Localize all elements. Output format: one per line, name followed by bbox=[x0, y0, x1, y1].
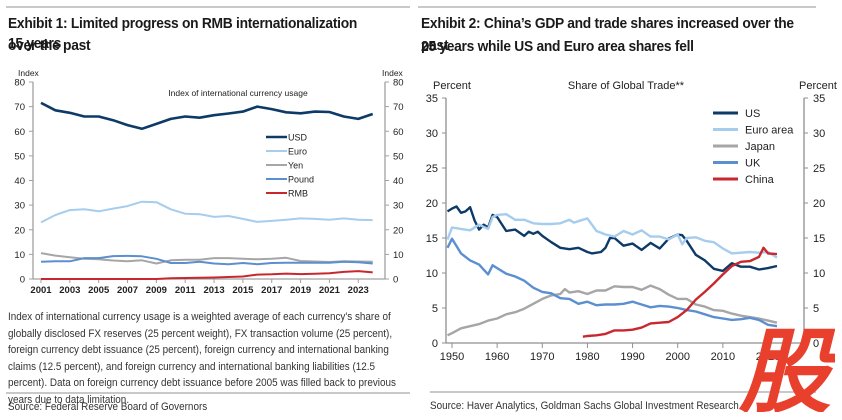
y-tick-label-left: 10 bbox=[14, 250, 25, 261]
y-tick-label-right: 15 bbox=[813, 233, 825, 245]
y-tick-label-left: 70 bbox=[14, 102, 25, 113]
legend-label-china: China bbox=[745, 174, 775, 186]
y-tick-label-right: 30 bbox=[813, 128, 825, 140]
y-axis-label-left: Index bbox=[18, 68, 40, 78]
x-tick-label: 1950 bbox=[440, 351, 464, 363]
y-tick-label-right: 60 bbox=[393, 127, 404, 138]
y-tick-label-right: 0 bbox=[393, 275, 398, 286]
exhibit-2-source: Source: Haver Analytics, Goldman Sachs G… bbox=[430, 400, 739, 412]
y-tick-label-left: 80 bbox=[14, 78, 25, 89]
y-tick-label-left: 5 bbox=[432, 303, 438, 315]
x-tick-label: 2010 bbox=[711, 351, 735, 363]
legend-label-euro: Euro bbox=[288, 147, 307, 157]
x-tick-label: 2021 bbox=[319, 285, 341, 296]
x-tick-label: 1990 bbox=[620, 351, 644, 363]
series-line-uk bbox=[446, 237, 778, 328]
x-tick-label: 2005 bbox=[88, 285, 110, 296]
y-tick-label-right: 40 bbox=[393, 176, 404, 187]
top-divider bbox=[418, 6, 816, 8]
x-tick-label: 2011 bbox=[175, 285, 196, 296]
series-line-china bbox=[582, 246, 778, 338]
legend-label-euro-area: Euro area bbox=[745, 125, 794, 137]
legend-label-yen: Yen bbox=[288, 161, 303, 171]
chart-2-title: Share of Global Trade** bbox=[568, 80, 685, 92]
y-tick-label-right: 35 bbox=[813, 93, 825, 105]
series-line-yen bbox=[40, 252, 373, 265]
y-tick-label-right: 20 bbox=[393, 225, 404, 236]
y-tick-label-right: 5 bbox=[813, 303, 819, 315]
y-tick-label-left: 20 bbox=[426, 198, 438, 210]
watermark-logo: 股 bbox=[738, 326, 835, 412]
exhibit-1-chart: 0 0 10 10 20 20 30 30 40 40 50 50 60 60 70 70 80 80 2001 20… bbox=[14, 68, 404, 296]
y-tick-label-left: 60 bbox=[14, 127, 25, 138]
exhibit-1-panel: Exhibit 1: Limited progress on RMB inter… bbox=[0, 0, 418, 420]
y-tick-label-left: 15 bbox=[426, 233, 438, 245]
watermark-glyph: 股 bbox=[738, 326, 835, 412]
y-tick-label-right: 10 bbox=[393, 250, 404, 261]
legend-label-rmb: RMB bbox=[288, 189, 308, 199]
top-divider bbox=[6, 6, 410, 8]
x-tick-label: 2023 bbox=[348, 285, 369, 296]
x-tick-label: 2013 bbox=[203, 285, 224, 296]
x-tick-label: 2015 bbox=[232, 285, 254, 296]
exhibit-2-panel: Exhibit 2: China’s GDP and trade shares … bbox=[418, 0, 842, 420]
x-tick-label: 2003 bbox=[59, 285, 80, 296]
exhibit-1-source: Source: Federal Reserve Board of Governo… bbox=[8, 401, 208, 413]
legend-label-pound: Pound bbox=[288, 175, 314, 185]
x-tick-label: 1980 bbox=[575, 351, 599, 363]
y-tick-label-right: 10 bbox=[813, 268, 825, 280]
x-tick-label: 2001 bbox=[30, 285, 52, 296]
legend-label-japan: Japan bbox=[745, 141, 775, 153]
x-tick-label: 1960 bbox=[485, 351, 509, 363]
y-tick-label-right: 50 bbox=[393, 151, 404, 162]
source-divider bbox=[6, 392, 410, 394]
x-tick-label: 1970 bbox=[530, 351, 554, 363]
exhibit-1-title-line-2: 15 years bbox=[8, 35, 62, 52]
source-divider bbox=[430, 391, 816, 393]
x-tick-label: 2009 bbox=[146, 285, 167, 296]
y-tick-label-right: 20 bbox=[813, 198, 825, 210]
legend-label-us: US bbox=[745, 108, 760, 120]
chart-1-title: Index of international currency usage bbox=[168, 88, 308, 98]
series-line-usd bbox=[40, 101, 374, 131]
x-tick-label: 2000 bbox=[665, 351, 689, 363]
y-tick-label-left: 10 bbox=[426, 268, 438, 280]
y-tick-label-left: 20 bbox=[14, 225, 25, 236]
y-tick-label-left: 35 bbox=[426, 93, 438, 105]
y-tick-label-left: 40 bbox=[14, 176, 25, 187]
legend-label-uk: UK bbox=[745, 158, 761, 170]
y-axis-label-right: Index bbox=[382, 68, 404, 78]
x-tick-label: 2017 bbox=[261, 285, 282, 296]
x-tick-label: 2019 bbox=[290, 285, 311, 296]
y-tick-label-right: 0 bbox=[813, 338, 819, 350]
y-axis-label-left: Percent bbox=[433, 80, 471, 92]
y-tick-label-right: 30 bbox=[393, 201, 404, 212]
series-line-euro-area bbox=[446, 212, 778, 259]
legend-label-usd: USD bbox=[288, 133, 308, 143]
y-tick-label-left: 0 bbox=[432, 338, 438, 350]
series-line-pound bbox=[40, 254, 373, 266]
exhibit-2-title-line-1: Exhibit 2: China’s GDP and trade shares … bbox=[421, 15, 794, 54]
y-tick-label-left: 30 bbox=[14, 201, 25, 212]
exhibit-1-note: Index of international currency usage is… bbox=[8, 311, 396, 406]
series-line-rmb bbox=[41, 270, 373, 280]
exhibit-2-title-line-2: 25 years while US and Euro area shares f… bbox=[421, 38, 694, 55]
series-line-japan bbox=[446, 284, 778, 337]
y-tick-label-right: 80 bbox=[393, 78, 404, 89]
y-axis-label-right: Percent bbox=[799, 80, 837, 92]
x-tick-label: 2007 bbox=[117, 285, 138, 296]
y-tick-label-left: 0 bbox=[20, 275, 25, 286]
series-line-euro bbox=[40, 200, 373, 224]
y-tick-label-right: 70 bbox=[393, 102, 404, 113]
y-tick-label-left: 30 bbox=[426, 128, 438, 140]
exhibit-1-title-line-1: Exhibit 1: Limited progress on RMB inter… bbox=[8, 15, 358, 54]
y-tick-label-left: 50 bbox=[14, 151, 25, 162]
x-tick-label: 2020 bbox=[756, 351, 780, 363]
y-tick-label-left: 25 bbox=[426, 163, 438, 175]
y-tick-label-right: 25 bbox=[813, 163, 825, 175]
